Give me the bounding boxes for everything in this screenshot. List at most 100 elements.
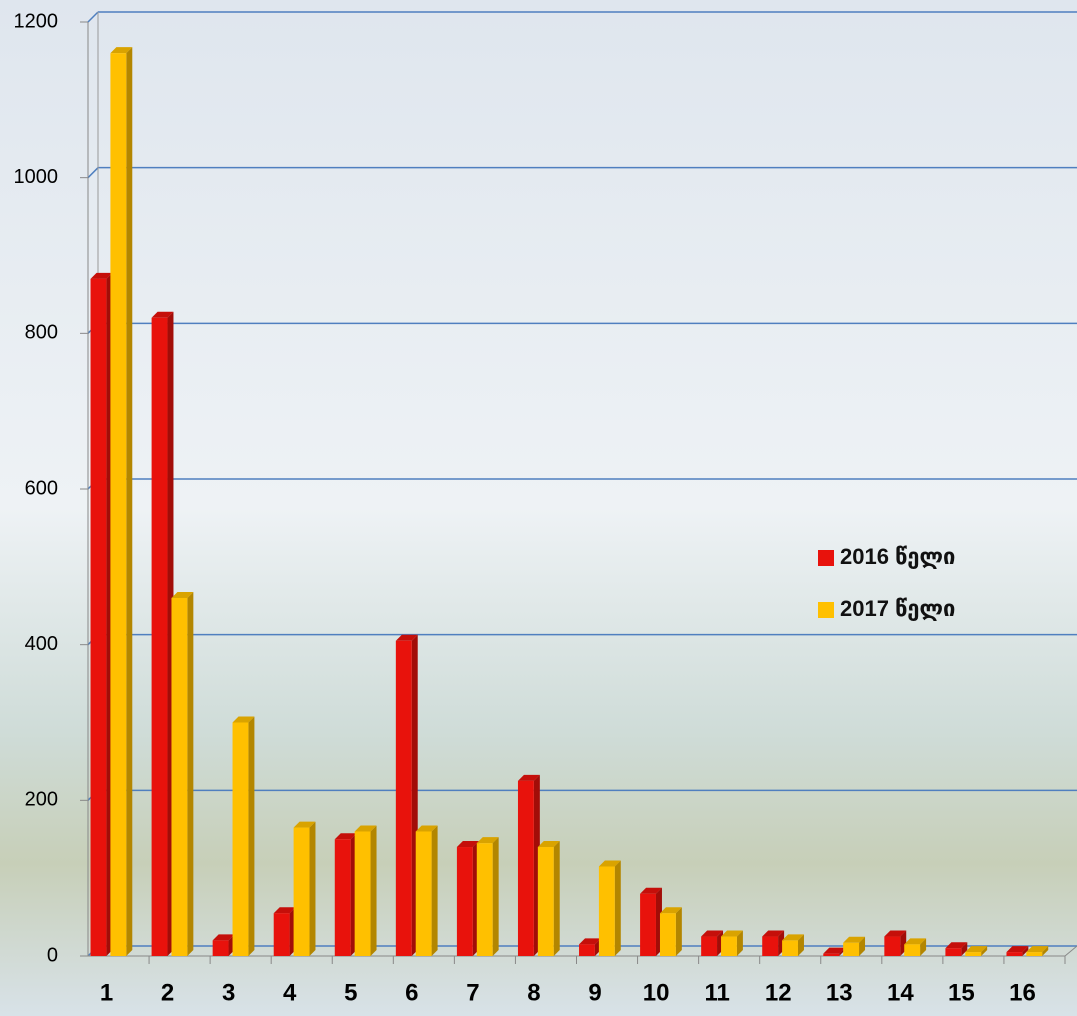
bar bbox=[354, 831, 371, 956]
legend-label: 2017 წელი bbox=[840, 596, 955, 621]
y-tick-label: 200 bbox=[25, 789, 58, 811]
bar bbox=[701, 936, 718, 956]
bar bbox=[659, 913, 676, 956]
bar bbox=[293, 827, 310, 956]
bar-top bbox=[640, 887, 662, 894]
bar-top bbox=[476, 837, 499, 844]
bar bbox=[884, 936, 901, 956]
bar bbox=[721, 936, 737, 956]
bar-top bbox=[456, 841, 479, 848]
bar-top bbox=[1026, 946, 1049, 953]
x-tick-label: 9 bbox=[588, 979, 601, 1006]
bar-top bbox=[151, 311, 174, 318]
bar-top bbox=[354, 825, 377, 832]
bar bbox=[823, 953, 840, 956]
x-tick-label: 3 bbox=[222, 979, 235, 1006]
bar bbox=[110, 53, 127, 956]
x-tick-label: 4 bbox=[283, 979, 297, 1006]
bar-top bbox=[517, 774, 540, 781]
bar-side bbox=[736, 930, 743, 956]
bar bbox=[640, 893, 656, 956]
bar bbox=[151, 317, 168, 956]
bar bbox=[782, 940, 798, 956]
bar-side bbox=[431, 825, 438, 956]
bar-top bbox=[823, 947, 846, 954]
x-tick-label: 8 bbox=[527, 979, 540, 1006]
grid-line-depth bbox=[87, 11, 99, 23]
bar-top bbox=[701, 930, 724, 937]
bar-side bbox=[797, 934, 804, 956]
bar bbox=[904, 944, 921, 956]
bar bbox=[456, 847, 473, 956]
bar bbox=[1026, 952, 1043, 956]
x-tick-label: 1 bbox=[100, 979, 113, 1006]
x-tick-label: 11 bbox=[704, 979, 729, 1006]
bar-top bbox=[945, 942, 968, 949]
bar-top bbox=[659, 907, 682, 914]
x-tick-label: 16 bbox=[1009, 979, 1036, 1006]
bar-side bbox=[859, 936, 866, 956]
bar-top bbox=[579, 938, 601, 945]
bar-top bbox=[273, 907, 296, 914]
bar bbox=[537, 847, 554, 956]
bar-side bbox=[981, 946, 988, 956]
y-tick-label: 600 bbox=[25, 477, 58, 499]
x-tick-label: 6 bbox=[405, 979, 418, 1006]
bar bbox=[171, 597, 188, 956]
bar-top bbox=[415, 825, 438, 832]
bar-top bbox=[110, 47, 133, 54]
x-tick-label: 14 bbox=[887, 979, 914, 1006]
x-tick-label: 7 bbox=[466, 979, 479, 1006]
y-tick-label: 0 bbox=[47, 944, 58, 966]
bar-side bbox=[675, 907, 682, 956]
bar bbox=[90, 278, 107, 957]
bar bbox=[598, 866, 615, 956]
bar bbox=[1006, 952, 1023, 956]
bar-side bbox=[248, 716, 255, 956]
bar-top bbox=[904, 938, 927, 945]
y-tick-label: 1000 bbox=[14, 166, 59, 188]
bar-top bbox=[171, 591, 194, 598]
bar bbox=[762, 936, 779, 956]
bar bbox=[517, 780, 534, 956]
x-tick-label: 13 bbox=[826, 979, 853, 1006]
bar-top bbox=[721, 930, 743, 937]
bar bbox=[843, 942, 860, 956]
bar bbox=[334, 839, 351, 956]
bar-top bbox=[293, 821, 316, 828]
y-tick-label: 1200 bbox=[14, 10, 59, 32]
bar-top bbox=[212, 934, 235, 941]
bar-side bbox=[553, 841, 560, 956]
bar-top bbox=[782, 934, 804, 941]
bar bbox=[273, 913, 290, 956]
bar-side bbox=[920, 938, 927, 956]
bar-top bbox=[537, 841, 560, 848]
bar-side bbox=[309, 821, 316, 956]
legend-label: 2016 წელი bbox=[840, 544, 955, 569]
bar-top bbox=[843, 936, 866, 943]
bar-top bbox=[762, 930, 785, 937]
bar-top bbox=[334, 833, 357, 840]
x-tick-label: 5 bbox=[344, 979, 357, 1006]
grid-line-depth bbox=[87, 167, 99, 179]
bar bbox=[395, 640, 412, 956]
bar bbox=[232, 722, 249, 956]
bar-side bbox=[187, 591, 194, 956]
legend-swatch bbox=[818, 550, 834, 566]
bar-top bbox=[90, 272, 113, 279]
x-tick-label: 2 bbox=[161, 979, 174, 1006]
legend-swatch bbox=[818, 602, 834, 618]
bar bbox=[415, 831, 432, 956]
y-tick-label: 800 bbox=[25, 322, 58, 344]
bar bbox=[945, 948, 962, 956]
bar-top bbox=[884, 930, 907, 937]
bar-side bbox=[1042, 946, 1049, 956]
y-tick-label: 400 bbox=[25, 633, 58, 655]
x-tick-label: 15 bbox=[948, 979, 975, 1006]
x-tick-label: 12 bbox=[765, 979, 792, 1006]
bar-top bbox=[598, 860, 621, 867]
bar bbox=[579, 944, 595, 956]
bar-side bbox=[126, 47, 133, 956]
bar-top bbox=[1006, 946, 1029, 953]
